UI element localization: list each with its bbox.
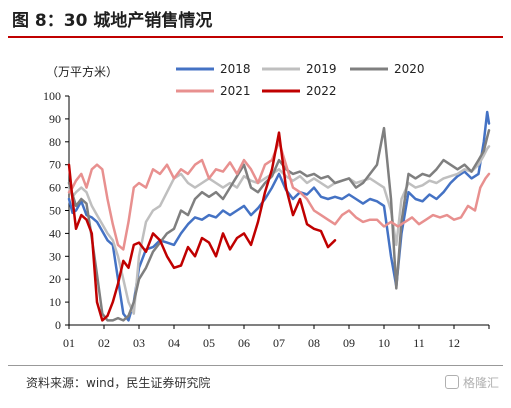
x-tick-label: 03 <box>133 336 145 350</box>
y-tick-label: 20 <box>49 272 61 286</box>
chart-axes: 0 10 20 30 40 50 60 70 80 90 100 01 02 03 04 05 06 07 08 09… <box>43 89 490 350</box>
x-tick-label: 10 <box>378 336 390 350</box>
series-line-2019 <box>67 145 491 315</box>
figure-title: 图 8：30 城地产销售情况 <box>12 11 213 31</box>
y-tick-label: 70 <box>49 158 61 172</box>
x-tick-label: 06 <box>238 336 250 350</box>
x-tick-label: 08 <box>308 336 320 350</box>
y-tick-label: 50 <box>49 204 61 218</box>
legend-label-2022: 2022 <box>306 84 337 98</box>
x-tick-label: 07 <box>273 336 285 350</box>
x-tick-label: 04 <box>168 336 180 350</box>
watermark-logo-icon <box>444 375 459 389</box>
y-tick-label: 10 <box>49 295 61 309</box>
y-tick-label: 60 <box>49 181 61 195</box>
y-tick-label: 80 <box>49 135 61 149</box>
x-tick-label: 12 <box>448 336 460 350</box>
watermark: 格隆汇 <box>444 374 499 391</box>
series-line-2018 <box>67 110 491 322</box>
series-line-2021 <box>67 140 491 251</box>
y-axis-unit-label: （万平方米） <box>46 64 118 79</box>
legend-label-2019: 2019 <box>306 62 337 76</box>
series-line-2020 <box>67 126 491 322</box>
title-rule <box>8 36 503 38</box>
footer-rule <box>8 365 503 366</box>
y-tick-label: 100 <box>43 89 61 103</box>
legend-label-2021: 2021 <box>220 84 251 98</box>
y-tick-label: 90 <box>49 112 61 126</box>
legend-label-2018: 2018 <box>220 62 251 76</box>
y-tick-label: 30 <box>49 249 61 263</box>
y-tick-label: 40 <box>49 226 61 240</box>
watermark-text: 格隆汇 <box>462 376 499 390</box>
line-chart: 0 10 20 30 40 50 60 70 80 90 100 01 02 03 04 05 06 07 08 09… <box>43 62 491 350</box>
chart-legend: 2018 2019 2020 2021 2022 <box>176 62 425 98</box>
legend-label-2020: 2020 <box>394 62 425 76</box>
source-note: 资料来源：wind，民生证券研究院 <box>26 376 211 390</box>
x-tick-label: 11 <box>413 336 425 350</box>
x-tick-label: 01 <box>63 336 75 350</box>
series-line-2022 <box>67 131 337 322</box>
y-tick-label: 0 <box>55 318 61 332</box>
x-tick-label: 05 <box>203 336 215 350</box>
x-tick-label: 02 <box>98 336 110 350</box>
chart-series-lines <box>67 110 491 322</box>
x-tick-label: 09 <box>343 336 355 350</box>
